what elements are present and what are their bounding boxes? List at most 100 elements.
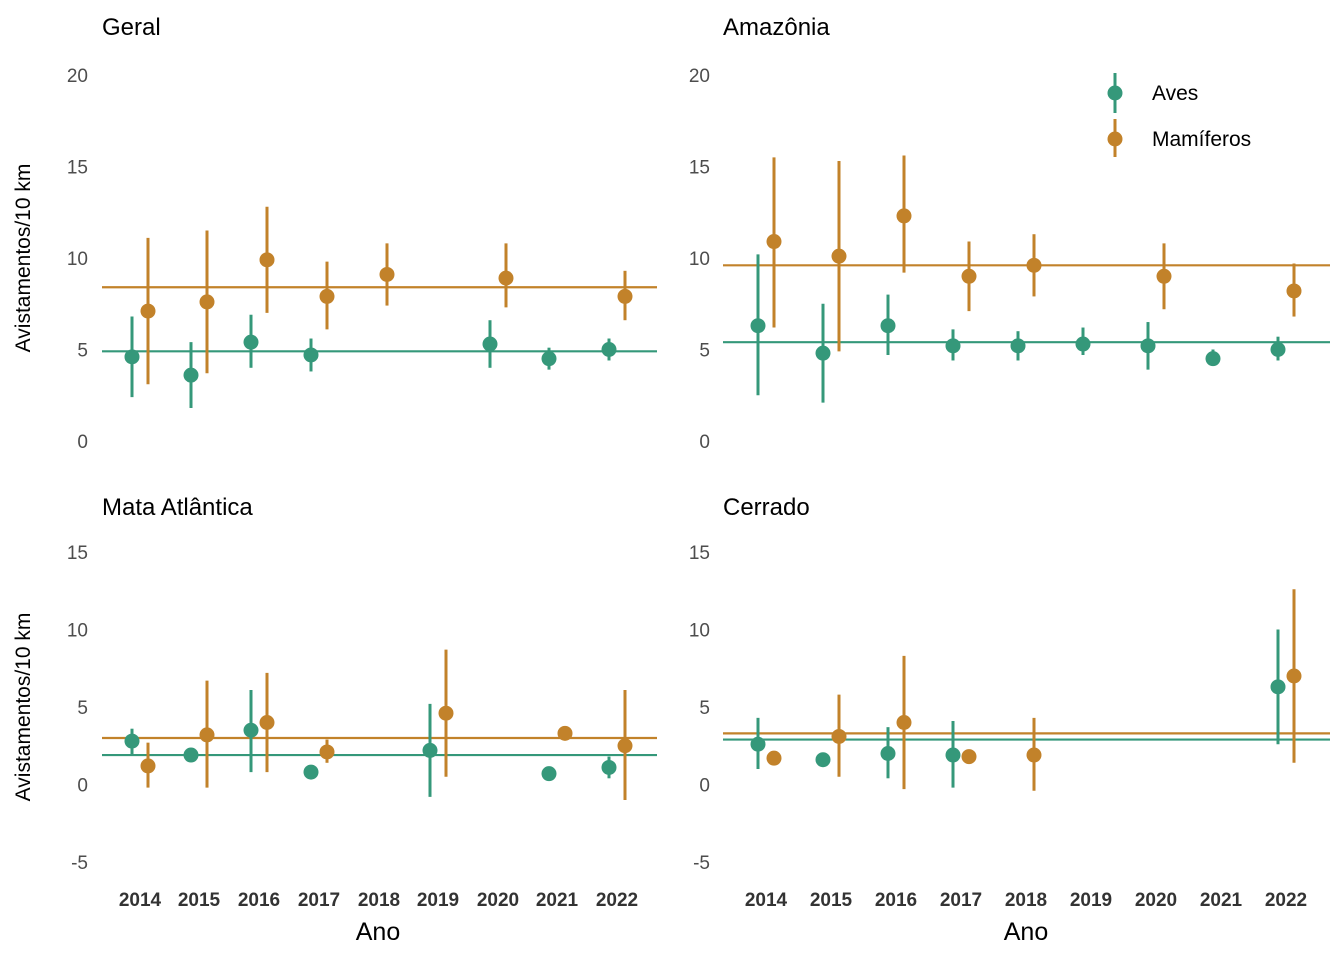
data-point-aves (601, 342, 617, 357)
data-point-mamiferos (766, 750, 782, 766)
panel-title: Amazônia (723, 14, 830, 41)
data-point-mamiferos (1156, 268, 1172, 284)
x-tick-label: 2018 (358, 890, 400, 911)
data-point-mamiferos (438, 705, 454, 721)
x-tick-label: 2020 (477, 890, 519, 911)
data-point-aves (243, 334, 259, 350)
data-point-mamiferos (766, 234, 782, 250)
x-tick-label: 2016 (238, 890, 280, 911)
panel-2: Mata Atlântica -5 0 5 10 15 Avistamentos/10 km… (12, 494, 657, 946)
x-tick-label: 2017 (940, 890, 982, 911)
data-point-aves (303, 764, 319, 780)
data-point-aves (945, 747, 961, 763)
data-point-aves (243, 722, 259, 738)
panel-title: Geral (102, 14, 161, 41)
data-point-aves (124, 733, 140, 749)
x-tick-label: 2020 (1135, 890, 1177, 911)
y-tick-label: 5 (699, 698, 710, 719)
y-axis-title: Avistamentos/10 km (12, 613, 35, 802)
y-tick-label: -5 (693, 853, 710, 874)
data-point-aves (750, 736, 766, 752)
data-point-mamiferos (896, 208, 912, 224)
data-point-mamiferos (1026, 747, 1042, 763)
data-point-mamiferos (140, 758, 156, 774)
y-tick-label: 0 (77, 432, 88, 453)
legend: Aves Mamíferos (1107, 73, 1251, 157)
x-tick-label: 2019 (1070, 890, 1112, 911)
x-tick-label: 2015 (178, 890, 221, 911)
data-point-aves (183, 367, 199, 383)
x-tick-label: 2019 (417, 890, 459, 911)
data-point-aves (880, 746, 896, 761)
data-point-mamiferos (199, 727, 215, 743)
panel-title: Mata Atlântica (102, 494, 253, 521)
y-tick-label: 15 (689, 543, 710, 564)
y-tick-label: 5 (699, 341, 710, 362)
x-tick-label: 2021 (1200, 890, 1243, 911)
data-point-mamiferos (199, 294, 215, 310)
data-point-mamiferos (557, 725, 573, 741)
x-tick-label: 2016 (875, 890, 917, 911)
x-tick-label: 2014 (119, 890, 162, 911)
y-tick-label: 0 (699, 432, 710, 453)
y-tick-label: -5 (71, 853, 88, 874)
y-tick-label: 20 (689, 66, 710, 87)
y-tick-label: 10 (689, 249, 710, 270)
legend-key-point-mamiferos (1107, 131, 1123, 147)
data-point-aves (815, 345, 831, 361)
data-point-aves (1270, 679, 1286, 695)
data-point-mamiferos (259, 715, 275, 730)
x-axis-title: Ano (1004, 918, 1048, 946)
data-point-aves (601, 759, 617, 775)
data-point-aves (1205, 351, 1221, 367)
data-point-aves (1010, 338, 1026, 354)
y-tick-label: 15 (67, 158, 88, 179)
data-point-aves (303, 347, 319, 363)
data-point-mamiferos (961, 749, 977, 765)
data-point-mamiferos (319, 288, 335, 304)
data-point-aves (1075, 336, 1091, 352)
data-point-mamiferos (379, 266, 395, 282)
data-point-aves (482, 336, 498, 352)
y-tick-label: 10 (67, 249, 88, 270)
y-tick-label: 10 (67, 621, 88, 642)
data-point-mamiferos (617, 738, 633, 754)
data-point-mamiferos (259, 252, 275, 268)
y-tick-label: 5 (77, 698, 88, 719)
data-point-aves (880, 318, 896, 334)
x-tick-label: 2015 (810, 890, 853, 911)
data-point-mamiferos (617, 288, 633, 304)
y-tick-label: 0 (77, 776, 88, 797)
data-point-mamiferos (1026, 257, 1042, 273)
data-point-mamiferos (1286, 283, 1302, 299)
data-point-aves (815, 752, 831, 768)
data-point-mamiferos (140, 303, 156, 319)
data-point-mamiferos (896, 715, 912, 730)
data-point-aves (750, 318, 766, 334)
x-tick-label: 2022 (1265, 890, 1307, 911)
data-point-mamiferos (831, 248, 847, 264)
panel-1: Amazônia 0 5 10 15 20 (689, 14, 1330, 453)
data-point-aves (124, 349, 140, 365)
legend-label-aves: Aves (1152, 82, 1198, 105)
data-point-mamiferos (319, 744, 335, 760)
data-point-aves (541, 766, 557, 782)
data-point-aves (541, 351, 557, 367)
y-tick-label: 0 (699, 776, 710, 797)
data-point-mamiferos (498, 270, 514, 286)
data-point-mamiferos (1286, 668, 1302, 684)
panel-3: Cerrado -5 0 5 10 15 2014 2015 2016 2017 2018 2019 2… (689, 494, 1330, 946)
data-point-aves (1140, 338, 1156, 354)
y-tick-label: 10 (689, 621, 710, 642)
x-tick-label: 2017 (298, 890, 340, 911)
x-tick-label: 2014 (745, 890, 788, 911)
y-axis-title: Avistamentos/10 km (12, 164, 35, 353)
x-tick-label: 2022 (596, 890, 638, 911)
data-point-aves (183, 747, 199, 763)
y-tick-label: 20 (67, 66, 88, 87)
panel-0: Geral 0 5 10 15 20 Avistamentos/10 km (12, 14, 657, 453)
x-axis-title: Ano (356, 918, 400, 946)
data-point-aves (1270, 342, 1286, 357)
y-tick-label: 15 (67, 543, 88, 564)
